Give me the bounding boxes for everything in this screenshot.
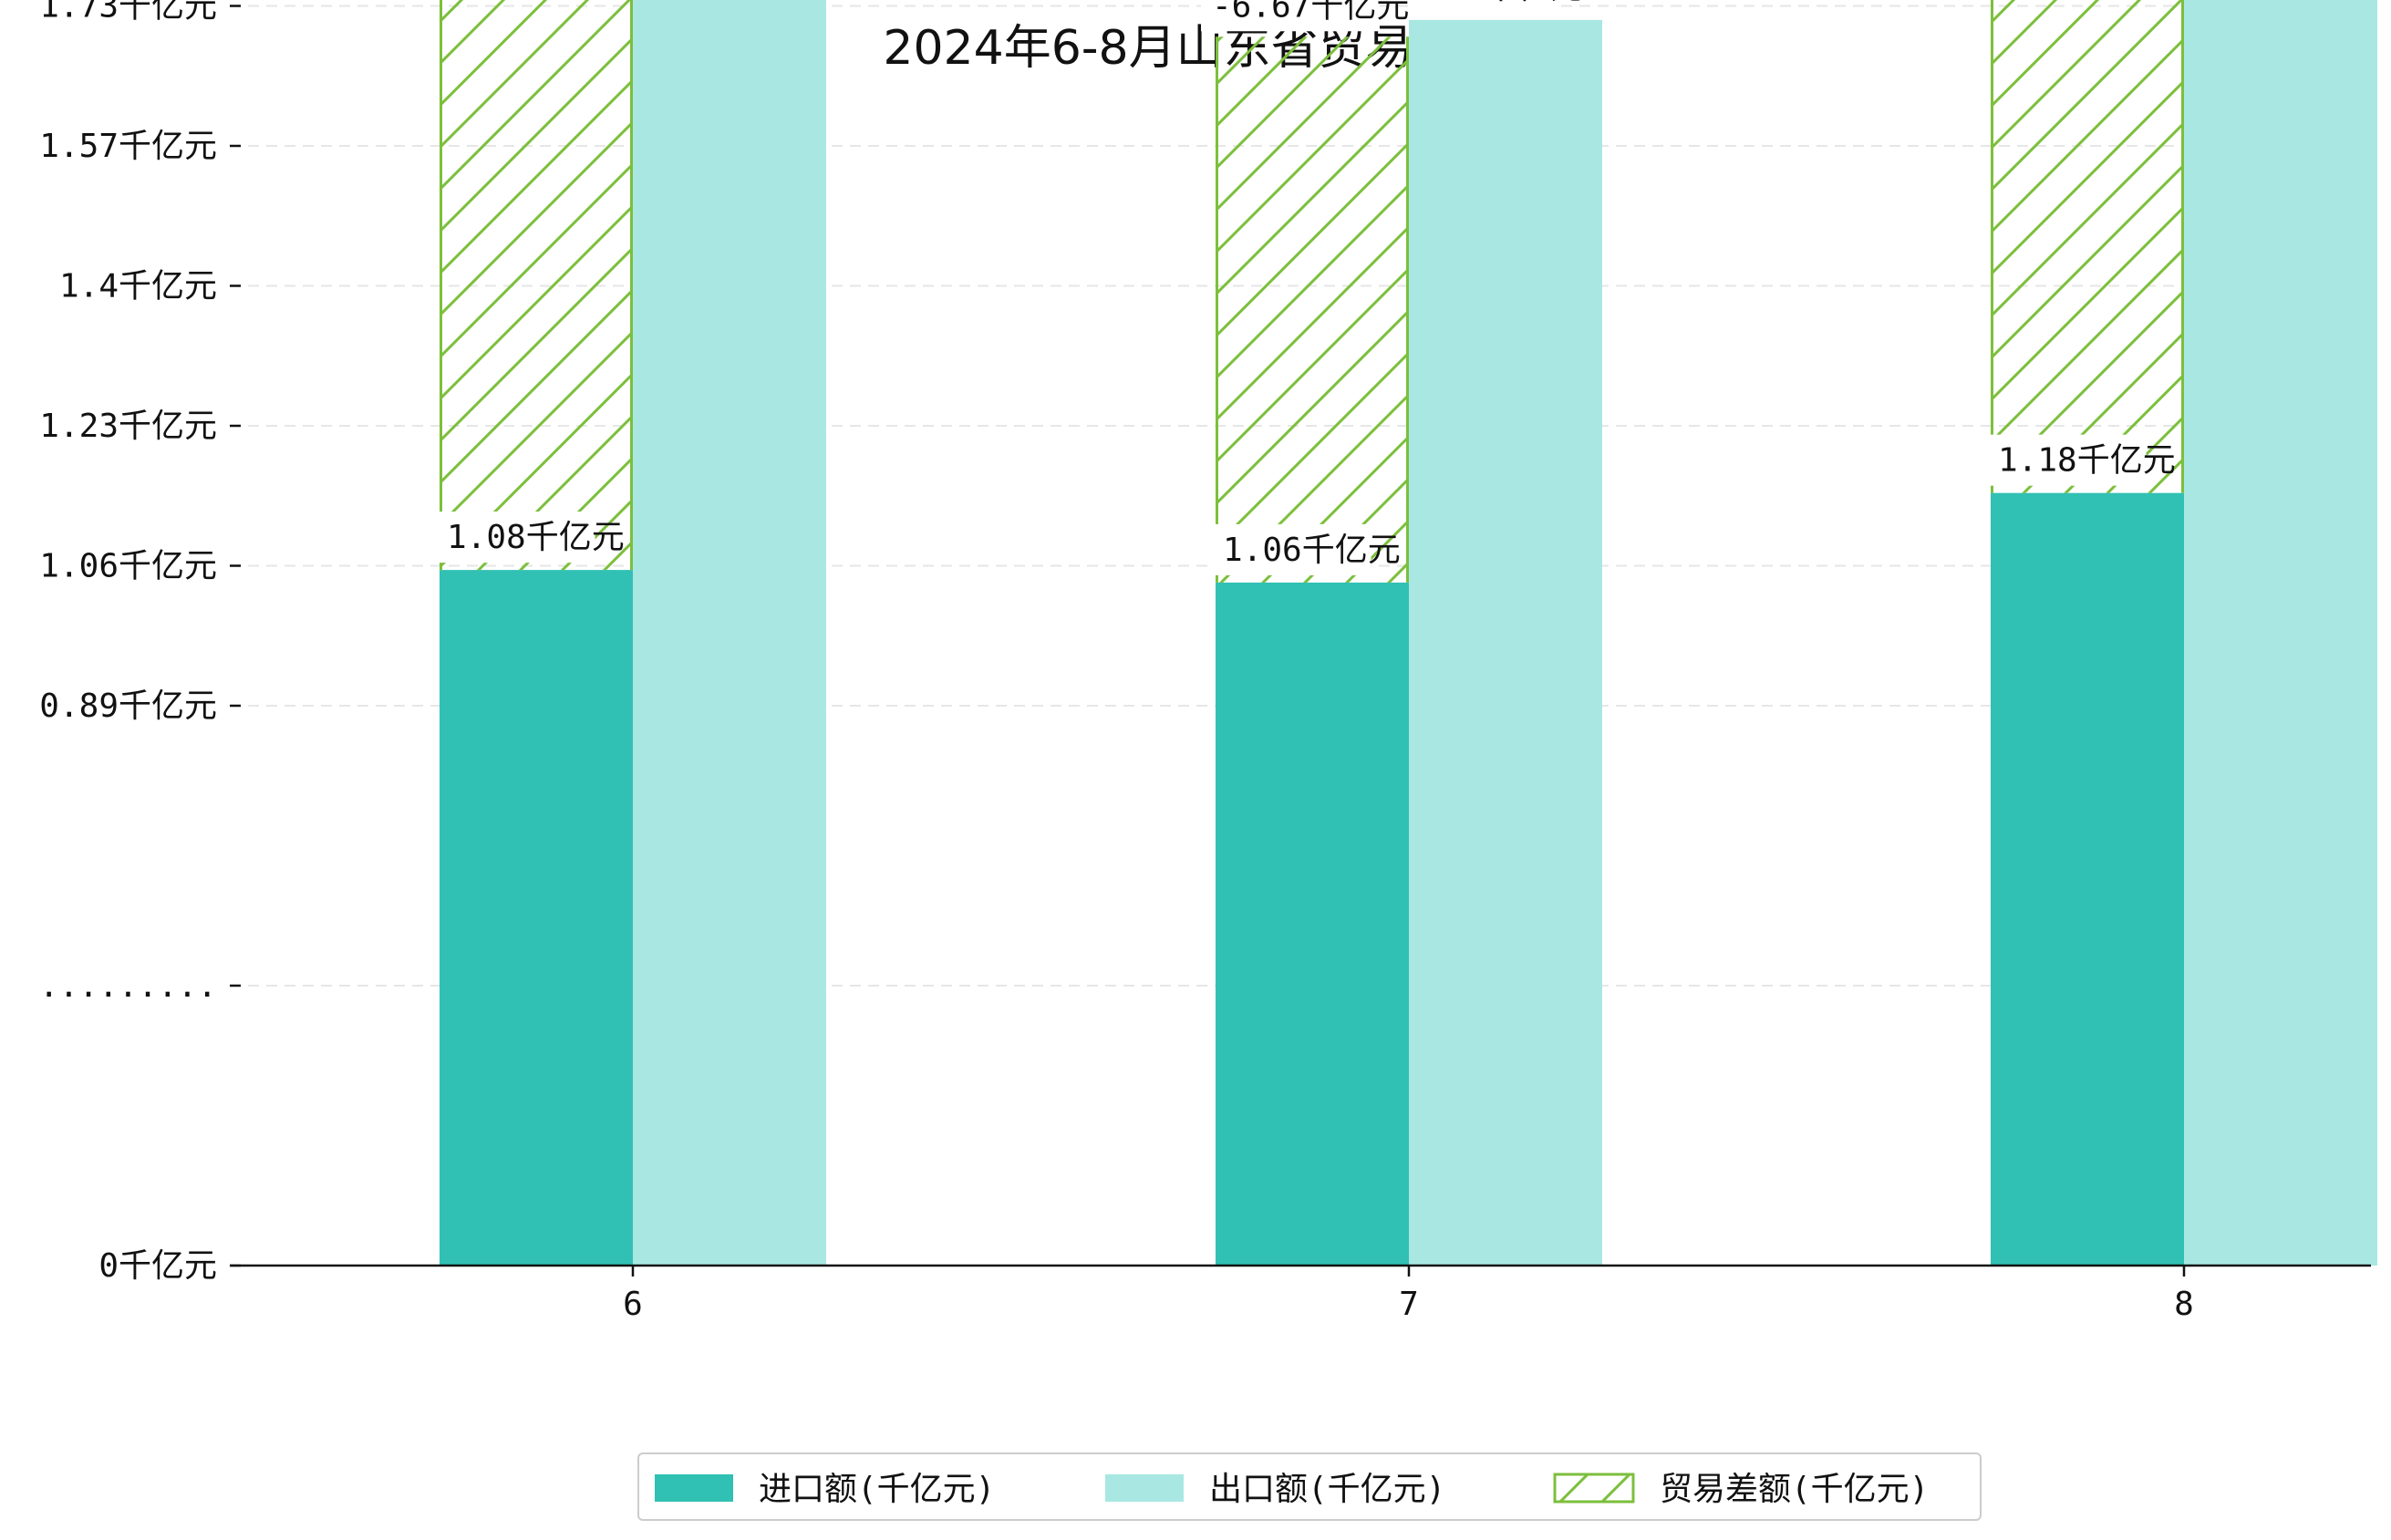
data-label-background — [1201, 0, 1380, 32]
legend-label-import: 进口额(千亿元) — [759, 1471, 995, 1508]
y-tick-label: 0.89千亿元 — [39, 687, 217, 725]
data-label: -6.67千亿元 — [1212, 0, 1409, 25]
legend-swatch-balance — [1553, 1473, 1635, 1504]
data-label-background — [1212, 523, 1371, 575]
legend-frame — [637, 1452, 1982, 1521]
data-label-background — [1987, 434, 2147, 486]
import-bar — [1991, 492, 2184, 1266]
balance-bar — [1992, 0, 2183, 493]
bars — [440, 0, 2377, 1266]
balance-bar — [1216, 36, 1408, 583]
x-axis: 6 7 8 — [623, 1266, 2194, 1323]
import-bar — [440, 570, 633, 1266]
data-label: 1.18千亿元 — [1998, 442, 2176, 480]
export-bar — [1409, 19, 1602, 1266]
data-label: 1.08千亿元 — [447, 519, 625, 556]
x-tick-label: 7 — [1399, 1286, 1419, 1323]
y-tick-label: 1.4千亿元 — [59, 268, 217, 305]
legend-label-export: 出口额(千亿元) — [1209, 1471, 1445, 1508]
data-labels: -8.28千亿元.9千亿元1.08千亿元-6.67千亿元.73千亿元1.06千亿… — [436, 0, 2176, 575]
data-label: .73千亿元 — [1425, 0, 1583, 6]
data-label-background — [1414, 0, 1554, 13]
y-tick-label: 1.23千亿元 — [39, 408, 217, 445]
legend: 进口额(千亿元) 出口额(千亿元) 贸易差额(千亿元) — [637, 1452, 1982, 1521]
x-tick-label: 6 — [623, 1286, 643, 1323]
legend-swatch-export — [1105, 1474, 1184, 1502]
x-tick-label: 8 — [2174, 1286, 2194, 1323]
y-tick-label: 1.73千亿元 — [39, 0, 217, 26]
balance-bar — [440, 0, 632, 571]
y-tick-label: 0千亿元 — [98, 1247, 217, 1285]
y-tick-label: ......... — [39, 967, 217, 1005]
y-tick-label: 1.57千亿元 — [39, 128, 217, 165]
import-bar — [1216, 582, 1409, 1266]
data-label-background — [436, 512, 595, 563]
legend-swatch-import — [655, 1474, 733, 1502]
legend-label-balance: 贸易差额(千亿元) — [1660, 1471, 1929, 1508]
export-bar — [2184, 0, 2377, 1266]
data-label: 1.06千亿元 — [1223, 532, 1401, 569]
y-axis: 0千亿元......... 0.89千亿元 1.06千亿元 1.23千亿元 1.4千亿元… — [39, 0, 241, 1285]
export-bar — [633, 0, 826, 1266]
y-tick-label: 1.06千亿元 — [39, 548, 217, 585]
